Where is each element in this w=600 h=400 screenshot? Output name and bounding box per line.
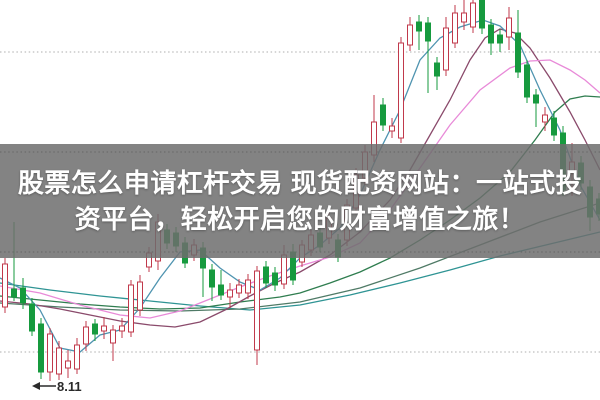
candle xyxy=(29,303,35,332)
candle xyxy=(533,94,539,104)
candle xyxy=(263,266,269,284)
candle xyxy=(38,323,44,373)
candle xyxy=(380,104,386,126)
candle xyxy=(137,281,143,311)
candle xyxy=(92,323,98,335)
candle xyxy=(524,64,530,98)
price-low-label: 8.11 xyxy=(57,379,82,394)
banner-line-2: 资平台，轻松开启您的财富增值之旅！ xyxy=(74,204,526,234)
candle xyxy=(452,12,458,44)
candle xyxy=(398,42,404,139)
candle xyxy=(236,284,242,294)
candle xyxy=(254,270,260,351)
candle xyxy=(497,34,503,44)
candle xyxy=(281,254,287,285)
candle xyxy=(47,333,53,373)
price-annotation: 8.11 xyxy=(32,379,82,394)
candle xyxy=(128,284,134,333)
candle xyxy=(461,12,467,23)
candle xyxy=(389,125,395,132)
candle xyxy=(83,326,89,345)
left-arrow-icon xyxy=(32,382,40,390)
candle xyxy=(11,288,17,298)
candle xyxy=(479,0,485,29)
candle xyxy=(65,360,71,369)
candle xyxy=(245,279,251,294)
candle xyxy=(209,269,215,288)
overlay-banner: 股票怎么申请杠杆交易 现货配资网站：一站式投 资平台，轻松开启您的财富增值之旅！ xyxy=(0,144,600,258)
candle xyxy=(2,263,8,308)
candle xyxy=(218,284,224,296)
candle xyxy=(272,272,278,286)
candle xyxy=(407,24,413,46)
candle xyxy=(119,325,125,332)
candle xyxy=(227,289,233,298)
candle xyxy=(425,22,431,42)
candle xyxy=(488,24,494,44)
candle xyxy=(110,329,116,344)
candle xyxy=(101,325,107,332)
banner-line-1: 股票怎么申请杠杆交易 现货配资网站：一站式投 xyxy=(17,168,583,198)
candle xyxy=(20,287,26,304)
candle xyxy=(74,344,80,370)
candle xyxy=(542,114,548,123)
candle xyxy=(551,117,557,136)
candle xyxy=(434,62,440,77)
candle xyxy=(470,2,476,28)
candle xyxy=(443,27,449,71)
candle xyxy=(56,347,62,375)
candle xyxy=(515,32,521,73)
candle xyxy=(506,17,512,38)
candle xyxy=(416,21,422,32)
